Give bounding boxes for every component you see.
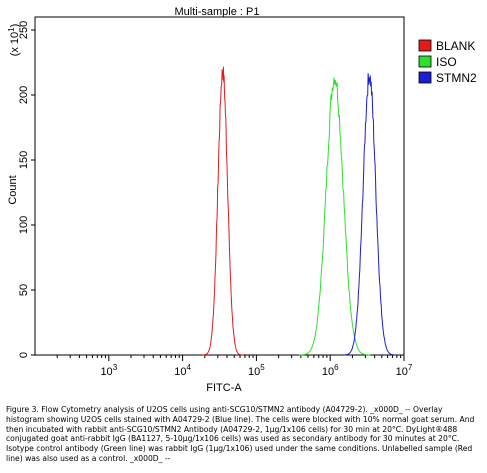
y-tick-label: 150 <box>18 151 30 169</box>
series-line-blank <box>202 66 244 356</box>
y-tick-label: 0 <box>18 352 30 358</box>
x-axis: 103 104 105 106 107 <box>56 355 413 378</box>
y-axis-multiplier: (x 101) <box>7 24 21 57</box>
y-tick-label: 100 <box>18 216 30 234</box>
series-layer <box>202 66 396 356</box>
legend-swatch-stmn2 <box>418 71 432 84</box>
y-tick-label: 250 <box>18 21 30 39</box>
y-tick-label: 200 <box>18 86 30 104</box>
y-axis-label: Count <box>7 175 19 204</box>
x-tick-label: 104 <box>174 363 191 378</box>
legend-label-iso: ISO <box>436 55 457 69</box>
chart-title: Multi-sample : P1 <box>175 6 260 18</box>
legend-label-blank: BLANK <box>436 39 475 53</box>
figure-caption: Figure 3. Flow Cytometry analysis of U2O… <box>6 405 475 463</box>
plot-frame <box>34 16 405 356</box>
x-tick-label: 107 <box>396 363 413 378</box>
flow-cytometry-histogram: Multi-sample : P1 (x 101) Count FITC-A 0… <box>7 6 477 394</box>
x-tick-label: 106 <box>322 363 339 378</box>
legend-label-stmn2: STMN2 <box>436 71 477 85</box>
x-axis-label: FITC-A <box>206 382 242 394</box>
x-tick-label: 105 <box>248 363 265 378</box>
y-tick-label: 50 <box>18 284 30 296</box>
legend: BLANK ISO STMN2 <box>418 39 477 85</box>
x-tick-label: 103 <box>100 363 117 378</box>
y-axis: 0 50 100 150 200 250 <box>18 21 35 358</box>
legend-swatch-blank <box>418 39 432 52</box>
series-line-iso <box>298 77 371 356</box>
series-line-stmn2 <box>342 73 396 356</box>
legend-swatch-iso <box>418 55 432 68</box>
